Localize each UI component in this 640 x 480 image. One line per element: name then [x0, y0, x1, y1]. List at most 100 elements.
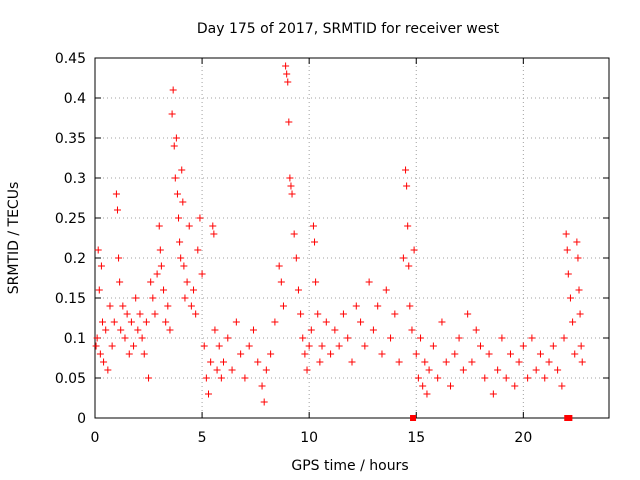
- data-point: [477, 342, 484, 350]
- data-point: [395, 358, 403, 366]
- data-point: [145, 374, 153, 382]
- data-point: [576, 310, 584, 318]
- data-point: [190, 286, 198, 294]
- x-tick-label: 10: [300, 430, 318, 446]
- data-point: [205, 390, 213, 398]
- data-point: [391, 310, 399, 318]
- data-point: [130, 342, 138, 350]
- data-point: [417, 334, 425, 342]
- x-tick-label: 0: [91, 430, 100, 446]
- data-point: [348, 358, 356, 366]
- x-axis-label: GPS time / hours: [291, 458, 408, 474]
- data-point: [169, 86, 177, 94]
- data-point: [112, 190, 120, 198]
- data-point: [285, 118, 293, 126]
- data-point: [361, 342, 369, 350]
- data-point: [578, 358, 586, 366]
- data-point: [279, 302, 287, 310]
- data-point: [571, 350, 579, 358]
- data-point: [117, 326, 125, 334]
- data-point: [331, 326, 339, 334]
- data-point: [200, 342, 208, 350]
- plot-frame: [94, 57, 610, 419]
- data-point: [134, 326, 142, 334]
- data-point: [277, 278, 285, 286]
- data-point: [245, 342, 253, 350]
- data-point: [213, 366, 221, 374]
- data-point: [211, 326, 219, 334]
- data-point: [378, 350, 386, 358]
- data-point: [434, 374, 442, 382]
- data-point: [303, 366, 311, 374]
- x-tick-label: 20: [514, 430, 532, 446]
- data-point: [125, 350, 133, 358]
- data-point: [192, 310, 200, 318]
- data-point: [294, 286, 302, 294]
- data-point: [541, 374, 549, 382]
- data-point: [573, 238, 581, 246]
- data-point: [275, 262, 283, 270]
- data-point: [232, 318, 240, 326]
- y-tick-label: 0.4: [64, 91, 86, 107]
- data-point: [569, 318, 577, 326]
- y-tick-label: 0.25: [55, 211, 86, 227]
- data-point: [560, 334, 568, 342]
- data-point: [405, 262, 413, 270]
- data-point: [412, 350, 420, 358]
- data-point: [399, 254, 407, 262]
- data-point: [286, 174, 294, 182]
- data-point: [94, 246, 102, 254]
- data-point: [173, 190, 181, 198]
- data-point: [196, 214, 204, 222]
- data-point: [335, 342, 343, 350]
- data-point: [574, 254, 582, 262]
- data-point: [307, 326, 315, 334]
- y-tick-label: 0.05: [55, 371, 86, 387]
- x-tick-label: 15: [407, 430, 425, 446]
- data-point: [558, 382, 566, 390]
- data-point: [215, 342, 223, 350]
- data-point: [311, 238, 319, 246]
- data-point: [494, 366, 502, 374]
- data-point: [577, 342, 585, 350]
- data-point: [282, 62, 290, 70]
- data-point: [100, 358, 108, 366]
- data-point: [287, 182, 295, 190]
- data-point: [181, 294, 189, 302]
- data-point: [160, 286, 168, 294]
- data-point: [198, 270, 206, 278]
- data-point: [382, 286, 390, 294]
- data-point: [442, 358, 450, 366]
- data-point: [180, 262, 188, 270]
- data-point: [288, 190, 296, 198]
- data-point: [506, 350, 514, 358]
- data-point: [402, 166, 410, 174]
- data-point: [260, 398, 268, 406]
- data-point: [464, 310, 472, 318]
- data-point: [98, 318, 106, 326]
- data-point: [312, 278, 320, 286]
- data-point: [136, 310, 144, 318]
- data-point: [155, 222, 163, 230]
- data-point: [314, 310, 322, 318]
- chart-title: Day 175 of 2017, SRMTID for receiver wes…: [197, 21, 500, 37]
- data-point: [258, 382, 266, 390]
- data-point: [299, 334, 307, 342]
- data-point: [149, 294, 157, 302]
- data-point: [132, 294, 140, 302]
- data-point: [528, 334, 536, 342]
- data-point: [170, 142, 178, 150]
- data-point: [283, 70, 291, 78]
- data-point: [95, 286, 103, 294]
- data-point: [162, 318, 170, 326]
- data-point: [262, 366, 270, 374]
- data-point: [429, 342, 437, 350]
- data-point: [267, 350, 275, 358]
- data-point: [515, 358, 523, 366]
- data-point: [96, 350, 104, 358]
- data-point: [177, 254, 185, 262]
- data-point: [284, 78, 292, 86]
- data-point: [290, 230, 298, 238]
- data-point: [202, 374, 210, 382]
- data-point: [374, 302, 382, 310]
